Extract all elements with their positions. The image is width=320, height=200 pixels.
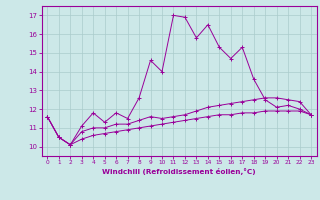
X-axis label: Windchill (Refroidissement éolien,°C): Windchill (Refroidissement éolien,°C) (102, 168, 256, 175)
